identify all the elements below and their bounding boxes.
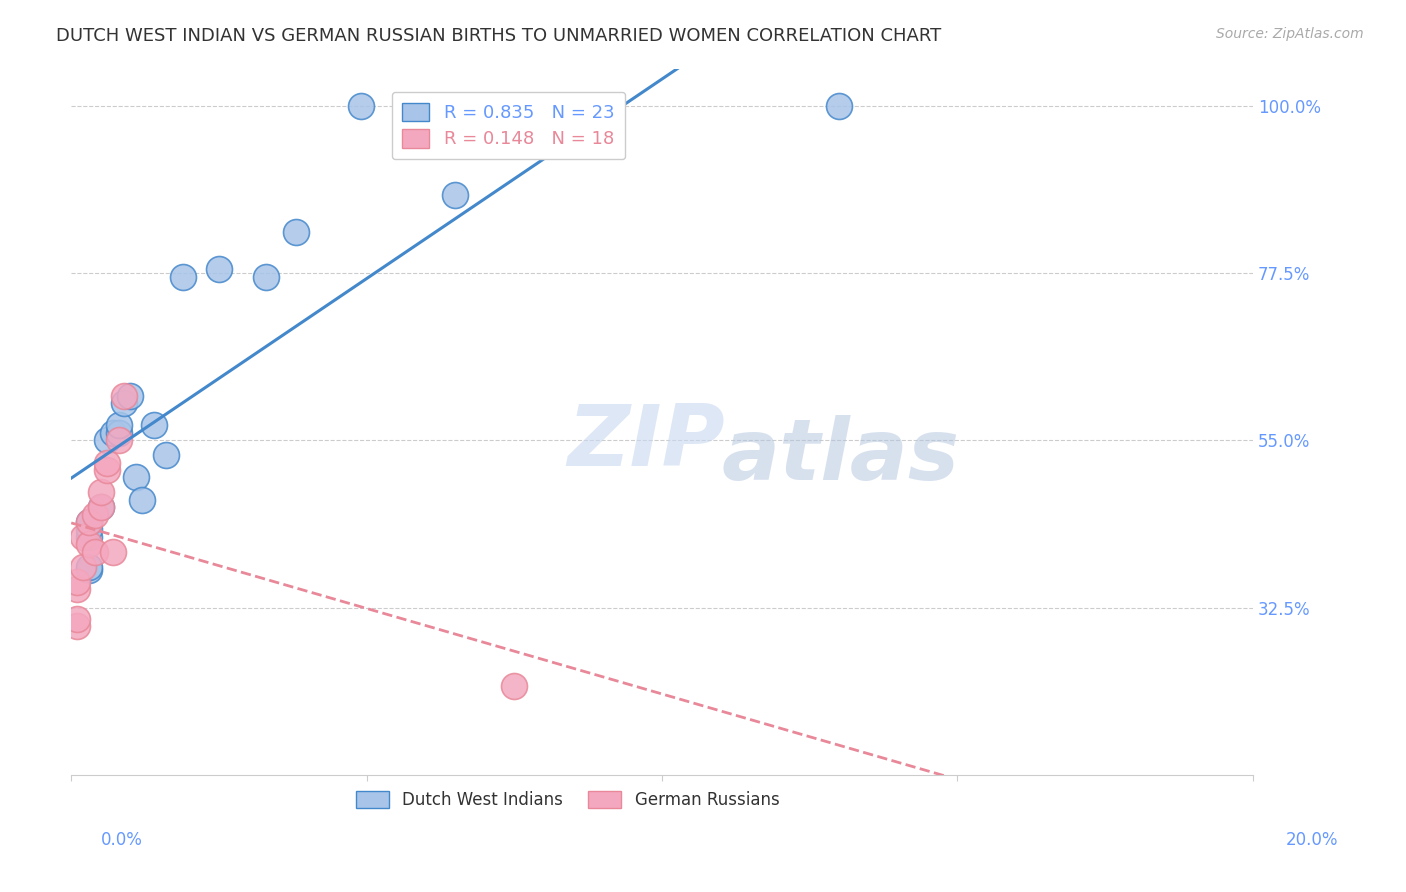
Point bbox=[66, 574, 89, 589]
Point bbox=[112, 396, 135, 410]
Point bbox=[350, 98, 373, 112]
Point bbox=[101, 425, 124, 440]
Point bbox=[173, 269, 195, 284]
Point bbox=[77, 515, 100, 529]
Point bbox=[83, 545, 105, 559]
Point bbox=[155, 448, 177, 462]
Point bbox=[77, 523, 100, 537]
Point bbox=[503, 679, 526, 693]
Point bbox=[120, 389, 142, 403]
Point bbox=[96, 456, 118, 470]
Text: 0.0%: 0.0% bbox=[101, 831, 143, 849]
Point bbox=[83, 508, 105, 522]
Point bbox=[90, 500, 112, 515]
Point bbox=[284, 225, 307, 239]
Point bbox=[828, 98, 851, 112]
Point bbox=[112, 389, 135, 403]
Point bbox=[107, 434, 129, 448]
Point bbox=[142, 418, 165, 433]
Point bbox=[96, 463, 118, 477]
Point bbox=[90, 500, 112, 515]
Text: atlas: atlas bbox=[721, 416, 959, 499]
Point bbox=[77, 530, 100, 544]
Point bbox=[101, 545, 124, 559]
Text: ZIP: ZIP bbox=[568, 401, 725, 484]
Point bbox=[107, 425, 129, 440]
Text: DUTCH WEST INDIAN VS GERMAN RUSSIAN BIRTHS TO UNMARRIED WOMEN CORRELATION CHART: DUTCH WEST INDIAN VS GERMAN RUSSIAN BIRT… bbox=[56, 27, 942, 45]
Point bbox=[131, 492, 153, 507]
Point bbox=[96, 434, 118, 448]
Text: Source: ZipAtlas.com: Source: ZipAtlas.com bbox=[1216, 27, 1364, 41]
Point bbox=[72, 559, 94, 574]
Text: 20.0%: 20.0% bbox=[1286, 831, 1339, 849]
Point bbox=[254, 269, 277, 284]
Point bbox=[444, 188, 467, 202]
Point bbox=[66, 582, 89, 596]
Point bbox=[208, 262, 231, 277]
Point bbox=[66, 612, 89, 626]
Point bbox=[66, 619, 89, 633]
Point bbox=[77, 559, 100, 574]
Point bbox=[77, 563, 100, 577]
Point bbox=[90, 485, 112, 500]
Point bbox=[72, 530, 94, 544]
Legend: Dutch West Indians, German Russians: Dutch West Indians, German Russians bbox=[349, 784, 786, 816]
Point bbox=[77, 515, 100, 529]
Point bbox=[125, 470, 148, 484]
Point bbox=[107, 418, 129, 433]
Point bbox=[77, 537, 100, 551]
